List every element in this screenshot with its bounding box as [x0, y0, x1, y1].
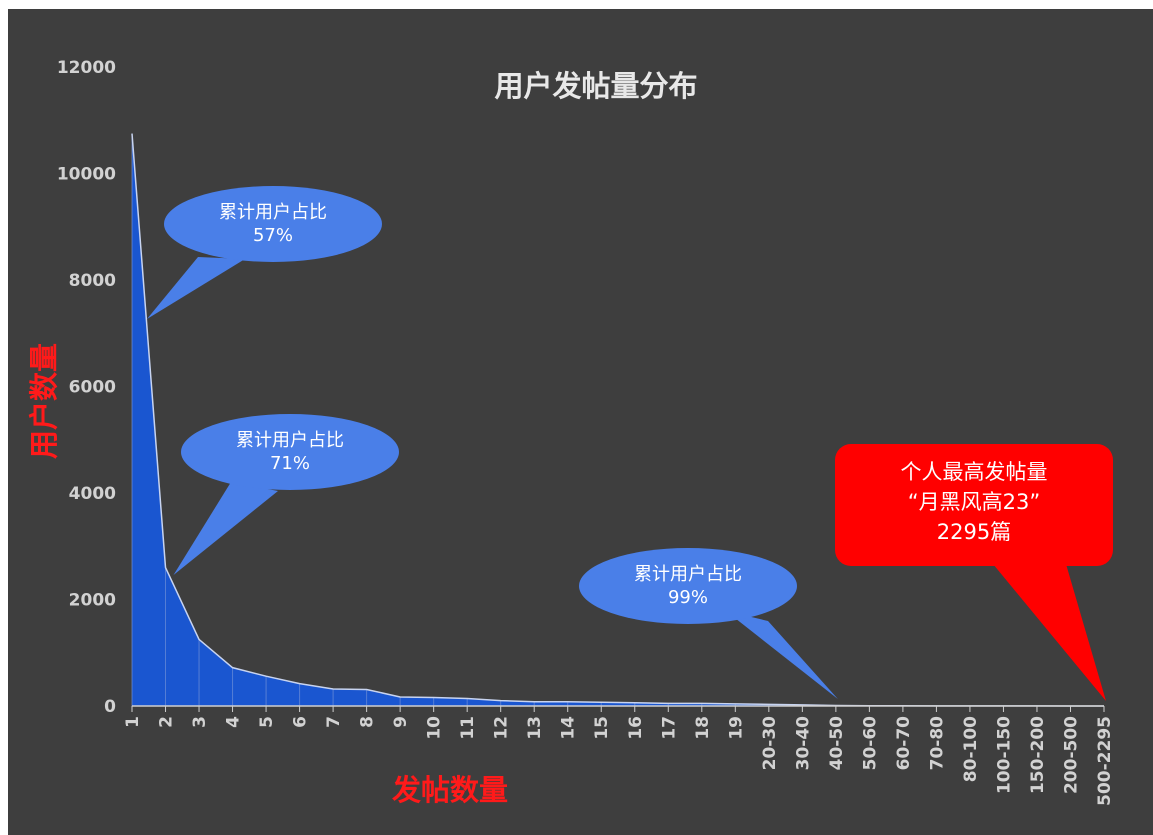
x-tick-label: 10: [425, 716, 445, 740]
plot-area: [131, 133, 1105, 707]
y-tick-label: 0: [104, 697, 116, 717]
chart-svg: 用户发帖量分布 用户数量 发帖数量 0 2000 4000 6000 8000 10000…: [27, 58, 1115, 807]
y-tick-label: 6000: [69, 378, 116, 398]
callouts: 累计用户占比57%累计用户占比71%累计用户占比99%个人最高发帖量“月黑风高2…: [147, 186, 1113, 701]
x-tick-label: 19: [726, 716, 746, 740]
x-tick-label: 16: [626, 716, 646, 740]
x-tick-label: 4: [224, 716, 244, 728]
x-tick-labels: 1 2 3 4 5 6 7 8 9 10 11 12 13 14 15 16 17 18 19 20-30 30-40 4…: [123, 706, 1115, 806]
callout-pointer: [993, 564, 1106, 701]
x-tick-label: 5: [257, 716, 277, 728]
x-tick-label: 13: [525, 716, 545, 740]
callout-value: 71%: [270, 453, 310, 474]
callout-label: 个人最高发帖量: [901, 460, 1048, 484]
x-tick-label: 100-150: [994, 716, 1014, 794]
y-tick-label: 2000: [69, 591, 116, 611]
callout-bubble: [181, 414, 399, 490]
callout-bubble: [579, 548, 797, 624]
x-tick-label: 150-200: [1028, 716, 1048, 794]
x-tick-label: 30-40: [793, 716, 813, 771]
y-tick-label: 10000: [57, 165, 116, 185]
y-axis-title: 用户数量: [27, 343, 61, 459]
x-tick-label: 17: [659, 716, 679, 740]
x-axis-title: 发帖数量: [391, 773, 508, 807]
y-tick-labels: 0 2000 4000 6000 8000 10000 12000: [57, 58, 116, 717]
chart-title: 用户发帖量分布: [494, 69, 697, 103]
x-tick-label: 9: [391, 716, 411, 728]
callout-value: 99%: [668, 587, 708, 608]
x-tick-label: 500-2295: [1095, 716, 1115, 806]
x-tick-label: 200-500: [1061, 716, 1081, 794]
x-tick-label: 60-70: [894, 716, 914, 771]
x-tick-label: 2: [157, 716, 177, 728]
x-tick-label: 8: [358, 716, 378, 728]
y-tick-label: 4000: [69, 484, 116, 504]
callout-username: “月黑风高23”: [908, 490, 1040, 514]
x-tick-label: 50-60: [860, 716, 880, 771]
x-tick-label: 11: [458, 716, 478, 740]
callout-box: [835, 444, 1113, 566]
x-tick-label: 80-100: [961, 716, 981, 782]
callout-pointer: [173, 482, 278, 575]
x-tick-label: 20-30: [760, 716, 780, 771]
callout-value: 2295篇: [937, 520, 1011, 544]
callout-pointer: [726, 611, 838, 699]
callout-label: 累计用户占比: [219, 202, 327, 223]
callout-value: 57%: [253, 225, 293, 246]
callout-label: 累计用户占比: [634, 564, 742, 585]
x-tick-label: 1: [123, 716, 143, 728]
x-tick-label: 7: [324, 716, 344, 728]
x-tick-label: 14: [559, 716, 579, 740]
x-tick-label: 6: [291, 716, 311, 728]
chart-panel: 用户发帖量分布 用户数量 发帖数量 0 2000 4000 6000 8000 10000…: [8, 9, 1153, 835]
x-tick-label: 40-50: [827, 716, 847, 771]
callout-pointer: [147, 257, 245, 319]
x-tick-label: 12: [492, 716, 512, 740]
x-tick-label: 3: [190, 716, 210, 728]
x-tick-label: 15: [592, 716, 612, 740]
y-tick-label: 12000: [57, 58, 116, 78]
y-tick-label: 8000: [69, 271, 116, 291]
callout-label: 累计用户占比: [236, 430, 344, 451]
callout-max-posts: 个人最高发帖量 “月黑风高23” 2295篇: [835, 444, 1113, 701]
x-tick-label: 70-80: [927, 716, 947, 771]
x-tick-label: 18: [693, 716, 713, 740]
callout-bubble: [164, 186, 382, 262]
